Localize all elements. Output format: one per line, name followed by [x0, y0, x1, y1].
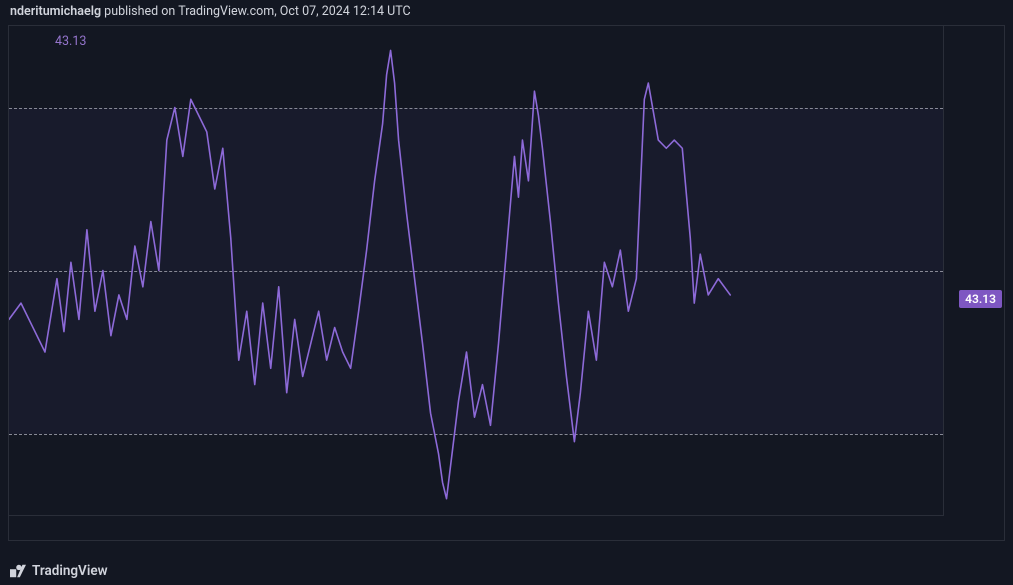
price-scale[interactable]: 43.13 [944, 26, 1004, 516]
price-tag-current: 43.13 [959, 290, 1002, 308]
indicator-line-svg [9, 26, 943, 515]
published-on-text: published on [101, 4, 178, 19]
username: nderitumichaelg [10, 4, 101, 19]
indicator-line [9, 50, 730, 498]
chart-plot-area[interactable]: 43.13 [9, 26, 944, 516]
chart-container: 43.13 43.13 [8, 25, 1005, 541]
time-axis[interactable] [9, 516, 944, 540]
attribution-header: nderitumichaelg published on TradingView… [0, 0, 1013, 25]
brand-name: TradingView [32, 563, 108, 579]
tradingview-logo-icon [10, 564, 26, 578]
publish-timestamp: Oct 07, 2024 12:14 UTC [280, 4, 411, 19]
indicator-value-label: 43.13 [55, 34, 86, 49]
site-name: TradingView.com [178, 4, 274, 19]
brand-footer: TradingView [10, 563, 108, 579]
